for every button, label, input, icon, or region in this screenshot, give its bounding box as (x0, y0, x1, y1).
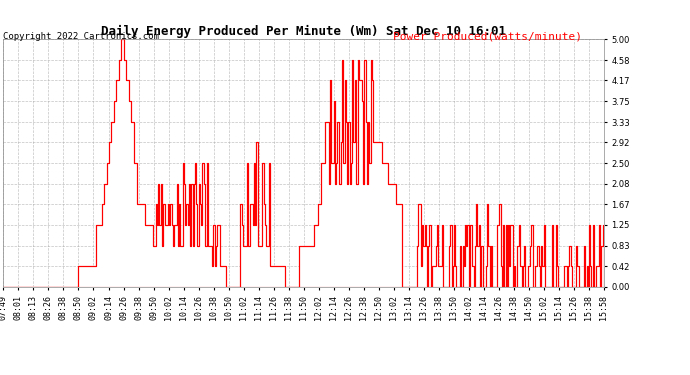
Text: Copyright 2022 Cartronics.com: Copyright 2022 Cartronics.com (3, 32, 159, 41)
Title: Daily Energy Produced Per Minute (Wm) Sat Dec 10 16:01: Daily Energy Produced Per Minute (Wm) Sa… (101, 25, 506, 38)
Text: Power Produced(watts/minute): Power Produced(watts/minute) (393, 32, 582, 41)
